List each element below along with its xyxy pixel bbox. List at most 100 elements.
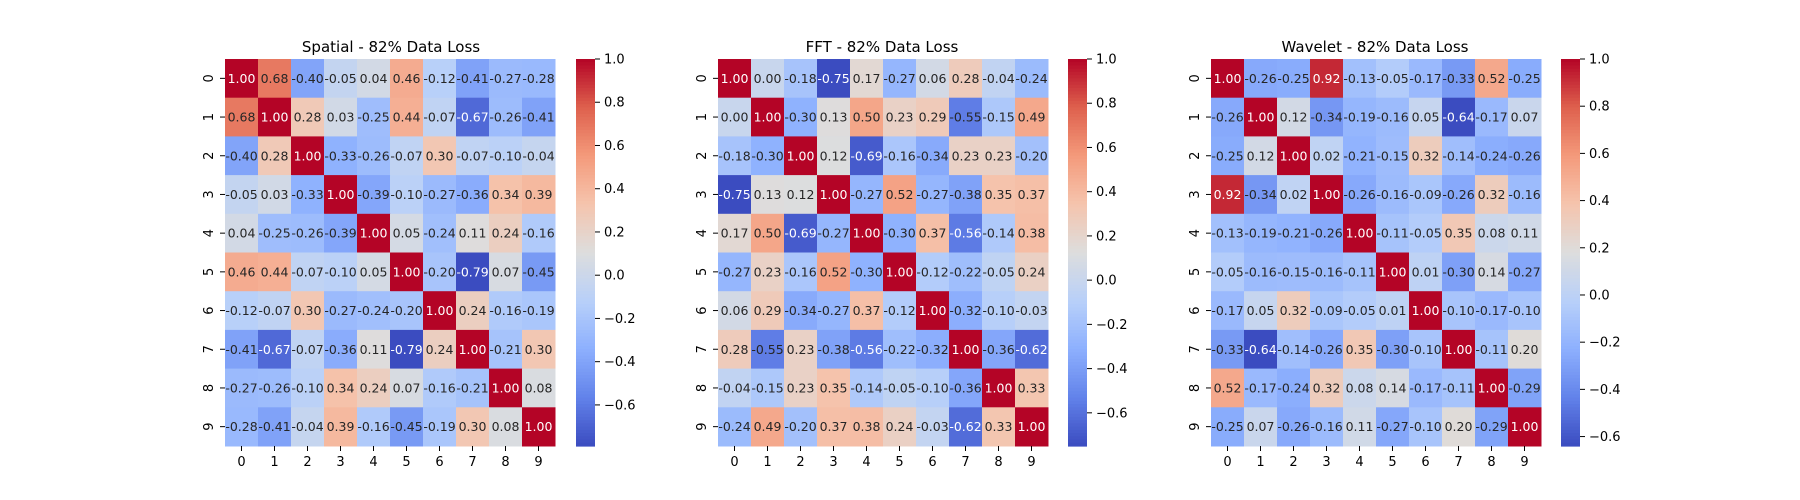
- colorbar-segment: [1068, 429, 1087, 434]
- colorbar-segment: [576, 84, 595, 89]
- colorbar-segment: [576, 278, 595, 283]
- x-tick-label: 2: [303, 455, 311, 470]
- cell-value-label: 0.11: [360, 342, 388, 357]
- heatmap-cell: [916, 368, 950, 408]
- cell-value-label: -0.12: [423, 71, 455, 86]
- heatmap-cell: [1508, 175, 1542, 215]
- cell-value-label: -0.16: [489, 303, 521, 318]
- heatmap-cell: [949, 213, 983, 253]
- cell-value-label: -0.26: [291, 226, 323, 241]
- colorbar-segment: [1068, 378, 1087, 383]
- heatmap-cell: [718, 97, 752, 137]
- colorbar-tick-label: 1.0: [604, 53, 625, 68]
- colorbar-segment: [576, 436, 595, 441]
- colorbar-segment: [1561, 246, 1580, 250]
- heatmap-cell: [357, 291, 391, 331]
- heatmap-cell: [291, 175, 325, 215]
- heatmap-cell: [982, 97, 1016, 137]
- x-tick-label: 3: [829, 455, 837, 470]
- colorbar-segment: [1068, 184, 1087, 189]
- heatmap-cell: [1508, 59, 1542, 99]
- heatmap-cell: [522, 136, 556, 176]
- cell-value-label: -0.18: [784, 71, 816, 86]
- heatmap-cell: [883, 329, 917, 370]
- cell-value-label: 0.46: [393, 71, 421, 86]
- colorbar-segment: [1068, 329, 1087, 334]
- cell-value-label: -0.26: [1244, 71, 1276, 86]
- heatmap-cell: [1015, 175, 1049, 215]
- cell-value-label: -0.05: [883, 380, 915, 395]
- heatmap-cell: [1244, 59, 1278, 99]
- heatmap-cell: [784, 59, 818, 99]
- heatmap-cell: [324, 175, 358, 215]
- colorbar-segment: [1561, 229, 1580, 234]
- cell-value-label: -0.26: [1277, 419, 1309, 434]
- colorbar-segment: [1561, 213, 1580, 218]
- colorbar-segment: [576, 271, 595, 276]
- colorbar-segment: [1561, 181, 1580, 186]
- heatmap-cell: [423, 59, 457, 99]
- heatmap-cell: [1015, 252, 1049, 292]
- y-tick-label: 4: [1188, 229, 1203, 237]
- colorbar-segment: [576, 268, 595, 273]
- cell-value-label: -0.15: [1376, 148, 1408, 163]
- heatmap-cell: [817, 136, 851, 176]
- colorbar-segment: [1561, 391, 1580, 395]
- cell-value-label: -0.27: [423, 187, 455, 202]
- heatmap-cell: [1211, 97, 1245, 137]
- cell-value-label: 0.35: [1445, 226, 1473, 241]
- colorbar-segment: [1068, 355, 1087, 360]
- cell-value-label: -0.25: [1211, 148, 1243, 163]
- cell-value-label: -0.34: [1244, 187, 1276, 202]
- heatmap-cell: [784, 136, 818, 176]
- heatmap-cell: [1343, 59, 1377, 99]
- cell-value-label: -0.20: [1015, 148, 1047, 163]
- heatmap-cell: [718, 59, 752, 99]
- heatmap-cell: [1343, 175, 1377, 215]
- colorbar-segment: [1068, 439, 1087, 444]
- cell-value-label: -0.16: [357, 419, 389, 434]
- heatmap-cell: [751, 97, 785, 137]
- heatmap-cell: [1376, 136, 1410, 176]
- colorbar-segment: [1561, 258, 1580, 263]
- cell-value-label: 1.00: [787, 148, 815, 163]
- heatmap-cell: [1508, 329, 1542, 370]
- colorbar-segment: [1561, 384, 1580, 389]
- colorbar-segment: [1561, 252, 1580, 257]
- colorbar-segment: [1068, 358, 1087, 363]
- heatmap-cell: [357, 175, 391, 215]
- cell-value-label: -0.12: [883, 303, 915, 318]
- x-tick-label: 2: [1289, 455, 1297, 470]
- colorbar-segment: [1068, 110, 1087, 115]
- cell-value-label: 0.30: [294, 303, 322, 318]
- heatmap-cell: [291, 252, 325, 292]
- colorbar-segment: [1068, 423, 1087, 428]
- heatmap-cell: [1442, 59, 1476, 99]
- cell-value-label: -0.79: [456, 264, 488, 279]
- colorbar-segment: [576, 81, 595, 86]
- cell-value-label: 1.00: [492, 380, 520, 395]
- colorbar-tick-label: 0.6: [1096, 141, 1117, 156]
- cell-value-label: 0.06: [721, 303, 749, 318]
- colorbar-segment: [576, 333, 595, 337]
- cell-value-label: 1.00: [1412, 303, 1440, 318]
- chart-title: FFT - 82% Data Loss: [806, 38, 959, 56]
- colorbar-segment: [1068, 371, 1087, 376]
- heatmap-cell: [883, 252, 917, 292]
- colorbar-segment: [1561, 433, 1580, 437]
- cell-value-label: 0.52: [886, 187, 914, 202]
- heatmap-cell: [817, 291, 851, 331]
- heatmap-cell: [456, 97, 490, 137]
- colorbar-segment: [1068, 349, 1087, 354]
- cell-value-label: -0.17: [1244, 380, 1276, 395]
- heatmap-cell: [258, 407, 292, 447]
- cell-value-label: 0.00: [754, 71, 782, 86]
- y-tick-label: 0: [695, 74, 710, 82]
- colorbar-segment: [1561, 88, 1580, 92]
- heatmap-cell: [522, 213, 556, 253]
- cell-value-label: 0.29: [754, 303, 782, 318]
- cell-value-label: 0.44: [261, 264, 289, 279]
- colorbar-segment: [1561, 368, 1580, 373]
- cell-value-label: 1.00: [294, 148, 322, 163]
- cell-value-label: 0.05: [1247, 303, 1275, 318]
